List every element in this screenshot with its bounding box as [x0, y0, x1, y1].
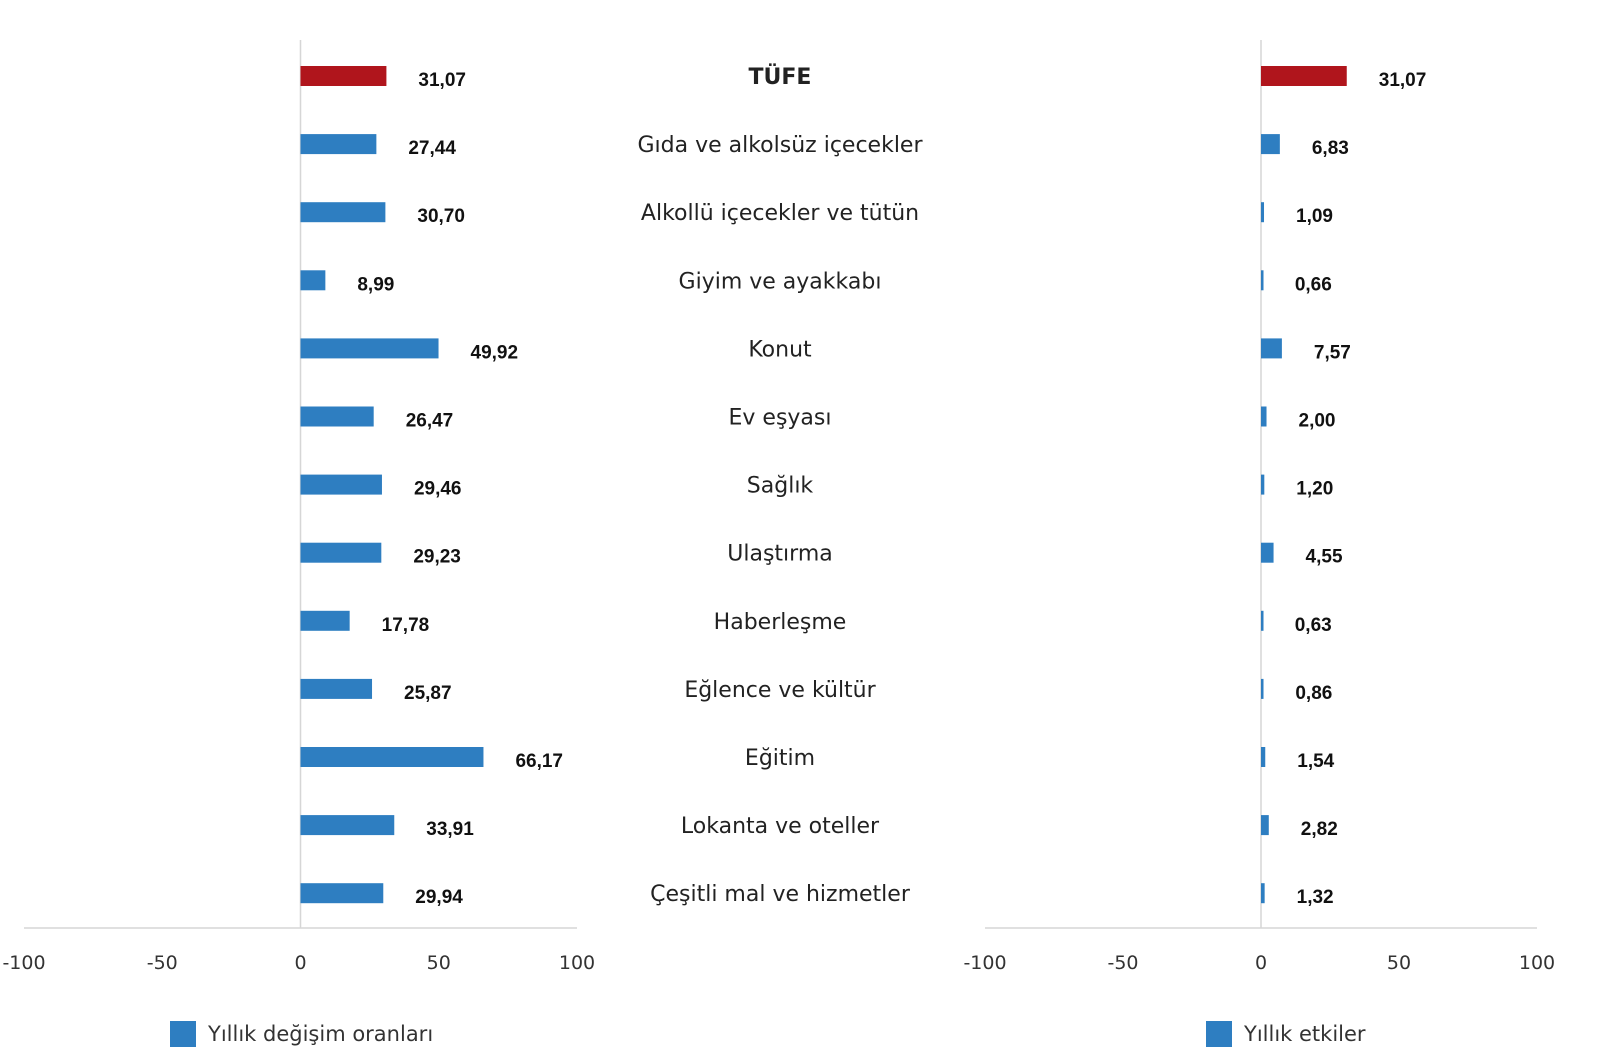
value-label: 27,44: [408, 138, 456, 159]
legend-swatch-annual-change: [170, 1021, 196, 1047]
panel-annual-change: -100 -50 0 50 100 31,07 27,44 30,70 8,99 49,92 26,…: [2, 40, 595, 974]
value-label: 1,54: [1297, 751, 1334, 772]
category-label-saglik: Sağlık: [747, 474, 814, 499]
value-label: 31,07: [418, 70, 466, 91]
legend-annual-change: Yıllık değişim oranları: [170, 1021, 433, 1047]
category-label-egitim: Eğitim: [745, 746, 815, 771]
category-label-konut: Konut: [748, 337, 812, 362]
bar-saglik: [1261, 474, 1265, 495]
category-label-gida-ve-alkolsuz-icecekler: Gıda ve alkolsüz içecekler: [637, 133, 923, 158]
value-label: 4,55: [1306, 547, 1343, 568]
x-tick-label: 100: [559, 952, 595, 974]
bar-konut: [300, 338, 439, 359]
legend-swatch-annual-effects: [1206, 1021, 1232, 1047]
category-label-ulastirma: Ulaştırma: [727, 542, 832, 567]
value-label: 66,17: [515, 751, 563, 772]
x-tick-label: 0: [294, 952, 306, 974]
category-label-ev-esyasi: Ev eşyası: [729, 406, 832, 431]
x-tick-label: 0: [1255, 952, 1267, 974]
bar-ulastirma: [300, 542, 382, 563]
value-label: 26,47: [406, 411, 454, 432]
bar-haberlesme: [300, 610, 350, 631]
bar-eglence-ve-kultur: [1261, 678, 1264, 699]
bar-lokanta-ve-oteller: [300, 815, 395, 836]
bar-giyim-ve-ayakkabi: [1261, 270, 1264, 291]
panel-annual-effects: -100 -50 0 50 100 31,07 6,83 1,09 0,66 7,57 2,00 1,…: [963, 40, 1555, 974]
bar-egitim: [1261, 747, 1266, 767]
value-label: 29,23: [413, 547, 461, 568]
bar-giyim-ve-ayakkabi: [300, 270, 326, 291]
value-label: 1,20: [1296, 479, 1333, 500]
bar-eglence-ve-kultur: [300, 678, 373, 699]
value-label: 25,87: [404, 683, 452, 704]
category-label-tufe: TÜFE: [749, 64, 812, 90]
bar-gida-ve-alkolsuz-icecekler: [300, 134, 377, 155]
bar-alkollu-icecekler-ve-tutun: [300, 202, 386, 223]
x-tick-label: 100: [1519, 952, 1555, 974]
bar-lokanta-ve-oteller: [1261, 815, 1269, 836]
value-label: 6,83: [1312, 138, 1349, 159]
x-tick-label: 50: [427, 952, 451, 974]
legend-label-annual-change: Yıllık değişim oranları: [208, 1022, 434, 1046]
bar-saglik: [300, 474, 382, 495]
value-label: 1,32: [1297, 887, 1334, 908]
value-label: 17,78: [382, 615, 430, 636]
value-label: 1,09: [1296, 206, 1333, 227]
bar-tufe: [300, 66, 387, 86]
bar-cesitli-mal-ve-hizmetler: [1261, 883, 1265, 904]
value-label: 2,00: [1299, 411, 1336, 432]
category-label-alkollu-icecekler-ve-tutun: Alkollü içecekler ve tütün: [641, 201, 919, 226]
x-tick-label: -50: [147, 952, 178, 974]
legend-label-annual-effects: Yıllık etkiler: [1244, 1022, 1366, 1046]
value-label: 0,66: [1295, 274, 1332, 295]
bar-haberlesme: [1261, 610, 1264, 631]
value-label: 8,99: [357, 274, 394, 295]
value-label: 31,07: [1379, 70, 1427, 91]
category-labels: TÜFE Gıda ve alkolsüz içecekler Alkollü iç…: [637, 64, 923, 907]
category-label-giyim-ve-ayakkabi: Giyim ve ayakkabı: [679, 269, 882, 294]
bar-egitim: [300, 747, 484, 767]
bar-tufe: [1261, 66, 1347, 86]
bar-ev-esyasi: [300, 406, 374, 427]
x-tick-label: 50: [1387, 952, 1411, 974]
legend-annual-effects: Yıllık etkiler: [1206, 1021, 1366, 1047]
value-label: 49,92: [471, 342, 519, 363]
category-label-cesitli-mal-ve-hizmetler: Çeşitli mal ve hizmetler: [650, 882, 911, 907]
category-label-haberlesme: Haberleşme: [714, 610, 847, 635]
value-label: 0,86: [1295, 683, 1332, 704]
value-label: 33,91: [426, 819, 474, 840]
bar-konut: [1261, 338, 1282, 359]
value-label: 29,46: [414, 479, 462, 500]
x-tick-label: -50: [1107, 952, 1138, 974]
value-label: 2,82: [1301, 819, 1338, 840]
category-label-lokanta-ve-oteller: Lokanta ve oteller: [681, 814, 880, 839]
x-tick-label: -100: [963, 952, 1006, 974]
bar-ulastirma: [1261, 542, 1274, 563]
x-tick-label: -100: [2, 952, 45, 974]
value-label: 0,63: [1295, 615, 1332, 636]
value-label: 30,70: [417, 206, 465, 227]
bar-gida-ve-alkolsuz-icecekler: [1261, 134, 1280, 155]
value-label: 7,57: [1314, 342, 1351, 363]
category-label-eglence-ve-kultur: Eğlence ve kültür: [684, 678, 876, 703]
value-label: 29,94: [415, 887, 463, 908]
bar-ev-esyasi: [1261, 406, 1267, 427]
bar-alkollu-icecekler-ve-tutun: [1261, 202, 1265, 223]
bar-cesitli-mal-ve-hizmetler: [300, 883, 384, 904]
